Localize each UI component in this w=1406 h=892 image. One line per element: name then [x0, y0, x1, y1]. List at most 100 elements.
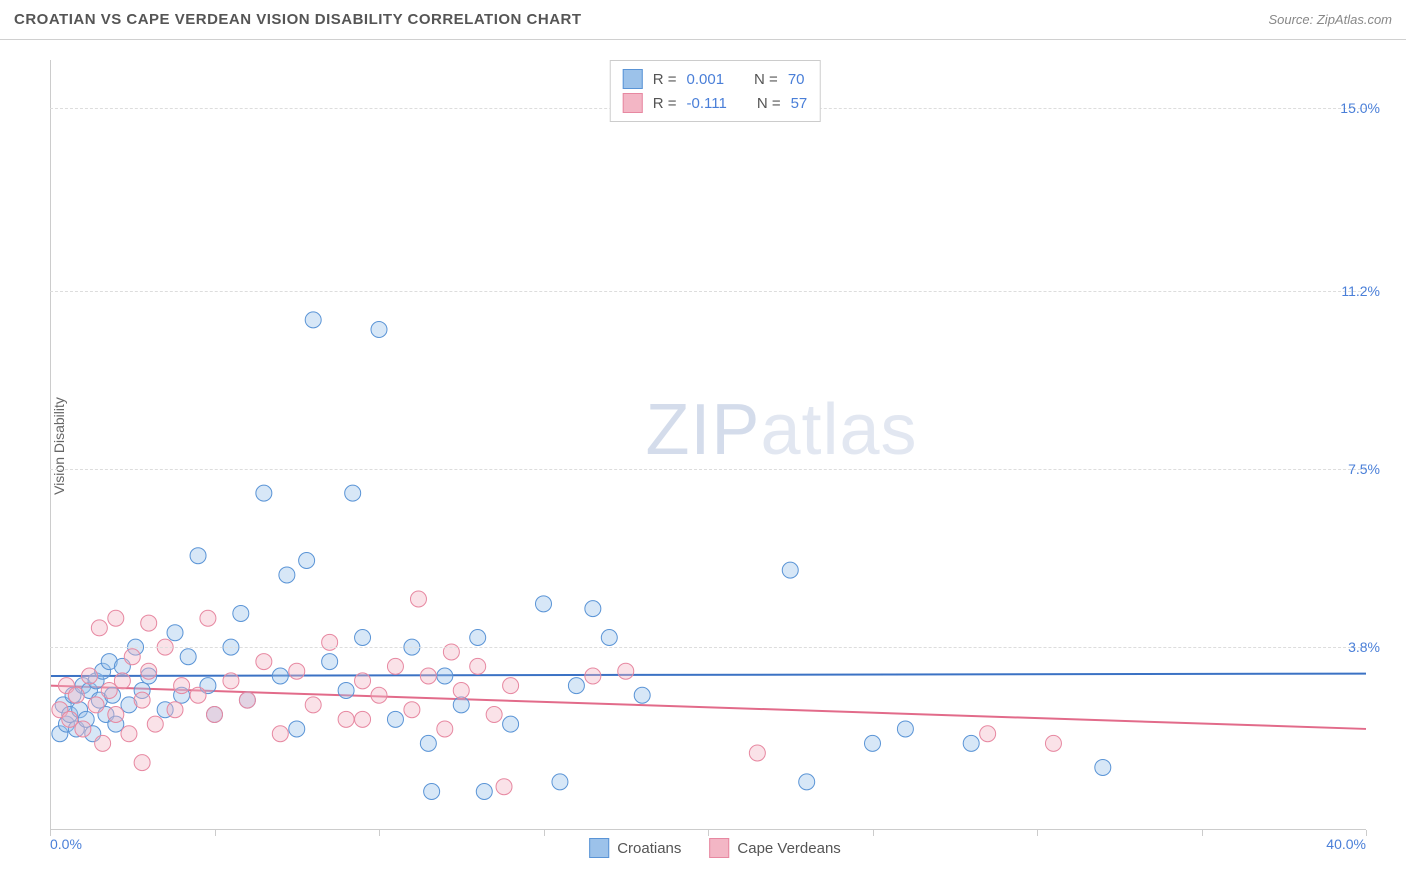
scatter-point: [239, 692, 255, 708]
scatter-point: [371, 322, 387, 338]
scatter-point: [81, 668, 97, 684]
x-tick-label: 40.0%: [1326, 836, 1366, 852]
y-tick-label: 15.0%: [1340, 100, 1380, 116]
scatter-point: [980, 726, 996, 742]
scatter-point: [782, 562, 798, 578]
scatter-point: [897, 721, 913, 737]
stat-r-label-0: R =: [653, 71, 677, 88]
scatter-point: [147, 716, 163, 732]
scatter-point: [114, 673, 130, 689]
x-tick: [1366, 830, 1367, 836]
gridline: [50, 291, 1366, 292]
scatter-point: [552, 774, 568, 790]
scatter-point: [256, 654, 272, 670]
scatter-plot-svg: [50, 60, 1380, 830]
scatter-point: [470, 630, 486, 646]
scatter-point: [223, 673, 239, 689]
scatter-point: [134, 755, 150, 771]
scatter-point: [1045, 735, 1061, 751]
stat-r-value-1: -0.111: [687, 95, 727, 112]
legend-swatch-1: [709, 838, 729, 858]
scatter-point: [420, 668, 436, 684]
scatter-point: [299, 553, 315, 569]
scatter-point: [355, 711, 371, 727]
scatter-point: [75, 721, 91, 737]
swatch-series-0: [623, 69, 643, 89]
scatter-point: [1095, 759, 1111, 775]
stat-row-series-1: R = -0.111 N = 57: [623, 91, 808, 115]
gridline: [50, 469, 1366, 470]
scatter-point: [289, 663, 305, 679]
scatter-point: [496, 779, 512, 795]
scatter-point: [486, 707, 502, 723]
scatter-point: [387, 711, 403, 727]
scatter-point: [233, 605, 249, 621]
chart-title: CROATIAN VS CAPE VERDEAN VISION DISABILI…: [14, 11, 582, 28]
scatter-point: [167, 625, 183, 641]
legend-swatch-0: [589, 838, 609, 858]
regression-line: [50, 674, 1366, 676]
scatter-point: [180, 649, 196, 665]
scatter-point: [453, 697, 469, 713]
swatch-series-1: [623, 93, 643, 113]
scatter-point: [618, 663, 634, 679]
scatter-point: [420, 735, 436, 751]
scatter-point: [305, 312, 321, 328]
scatter-point: [536, 596, 552, 612]
scatter-point: [338, 682, 354, 698]
x-tick: [215, 830, 216, 836]
scatter-point: [108, 707, 124, 723]
scatter-point: [141, 615, 157, 631]
scatter-point: [134, 692, 150, 708]
y-tick-label: 7.5%: [1348, 461, 1380, 477]
scatter-point: [121, 726, 137, 742]
scatter-point: [437, 668, 453, 684]
scatter-point: [62, 711, 78, 727]
stat-n-value-1: 57: [791, 95, 808, 112]
scatter-point: [799, 774, 815, 790]
scatter-point: [190, 687, 206, 703]
scatter-point: [601, 630, 617, 646]
scatter-point: [322, 654, 338, 670]
chart-source: Source: ZipAtlas.com: [1268, 12, 1392, 27]
scatter-point: [865, 735, 881, 751]
scatter-point: [470, 658, 486, 674]
scatter-point: [387, 658, 403, 674]
stat-row-series-0: R = 0.001 N = 70: [623, 67, 808, 91]
scatter-point: [437, 721, 453, 737]
scatter-point: [338, 711, 354, 727]
legend-label-1: Cape Verdeans: [737, 840, 840, 857]
x-tick: [873, 830, 874, 836]
y-axis-line: [50, 60, 51, 830]
scatter-point: [279, 567, 295, 583]
scatter-point: [634, 687, 650, 703]
scatter-point: [371, 687, 387, 703]
scatter-point: [124, 649, 140, 665]
scatter-point: [585, 668, 601, 684]
stat-n-value-0: 70: [788, 71, 805, 88]
scatter-point: [207, 707, 223, 723]
scatter-point: [68, 687, 84, 703]
scatter-point: [503, 716, 519, 732]
x-tick: [1202, 830, 1203, 836]
scatter-point: [141, 663, 157, 679]
stat-r-label-1: R =: [653, 95, 677, 112]
scatter-point: [95, 735, 111, 751]
scatter-point: [88, 697, 104, 713]
scatter-point: [355, 673, 371, 689]
chart-plot-area: ZIPatlas 3.8%7.5%11.2%15.0% 0.0%40.0% R …: [50, 60, 1380, 830]
scatter-point: [355, 630, 371, 646]
stat-n-label-1: N =: [757, 95, 781, 112]
legend-item-1: Cape Verdeans: [709, 838, 840, 858]
scatter-point: [749, 745, 765, 761]
scatter-point: [167, 702, 183, 718]
series-legend: Croatians Cape Verdeans: [589, 838, 841, 858]
scatter-point: [345, 485, 361, 501]
scatter-point: [108, 610, 124, 626]
gridline: [50, 647, 1366, 648]
scatter-point: [289, 721, 305, 737]
legend-item-0: Croatians: [589, 838, 681, 858]
x-tick-label: 0.0%: [50, 836, 82, 852]
scatter-point: [503, 678, 519, 694]
x-tick: [1037, 830, 1038, 836]
